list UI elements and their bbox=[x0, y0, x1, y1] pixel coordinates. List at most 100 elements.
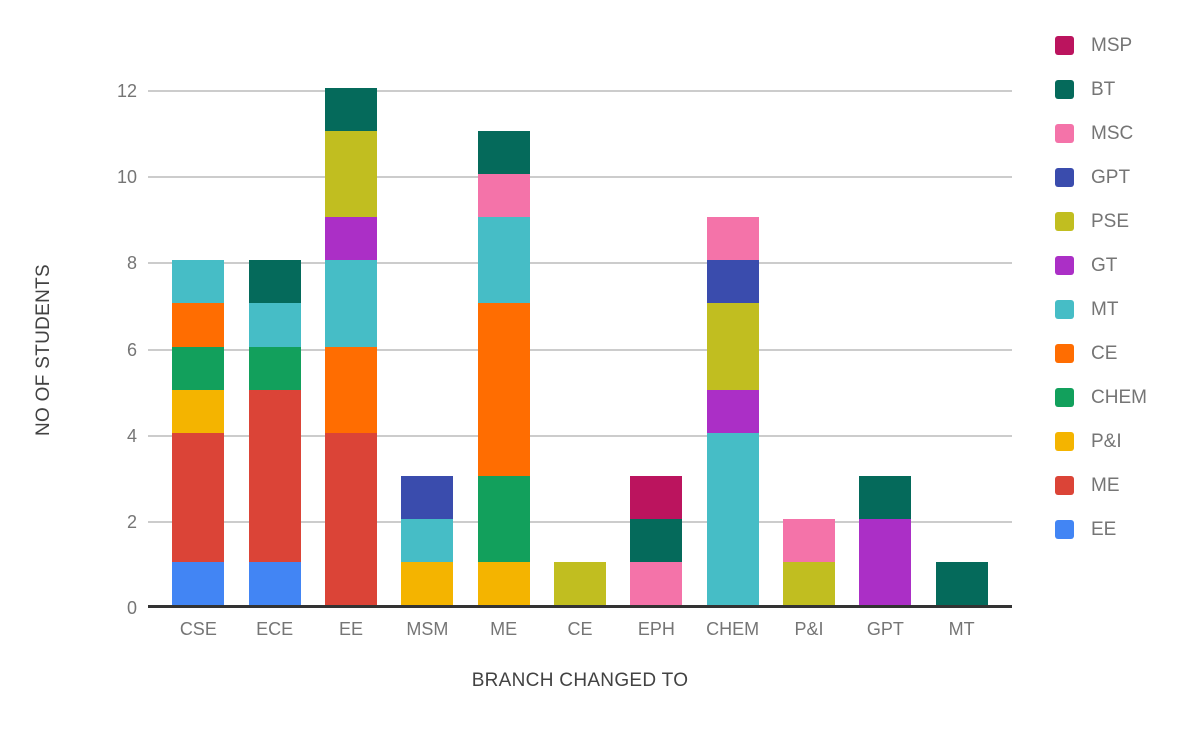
bar-segment-ME-CE[interactable] bbox=[477, 303, 530, 476]
gridline-4 bbox=[148, 434, 1012, 437]
bar-segment-MSM-P&I[interactable] bbox=[401, 561, 454, 605]
x-tick-label-GPT: GPT bbox=[866, 619, 904, 639]
bar-segment-CSE-ME[interactable] bbox=[172, 432, 225, 562]
bar-segment-CHEM-MSC[interactable] bbox=[706, 217, 759, 261]
bar-segment-ME-BT[interactable] bbox=[477, 131, 530, 175]
y-tick-label-8: 8 bbox=[126, 253, 137, 274]
legend-item-EE[interactable]: EE bbox=[1055, 518, 1147, 540]
bar-segment-EPH-MSP[interactable] bbox=[630, 475, 683, 519]
bar-segment-EE-GT[interactable] bbox=[325, 217, 377, 261]
bar-segment-EPH-MSC[interactable] bbox=[630, 561, 683, 605]
legend-swatch-icon bbox=[1055, 388, 1074, 407]
bar-segment-GPT-BT[interactable] bbox=[859, 475, 912, 519]
bar-segment-EE-BT[interactable] bbox=[325, 88, 377, 132]
bar-segment-CSE-CE[interactable] bbox=[172, 303, 225, 347]
x-tick-label-CE: CE bbox=[567, 619, 593, 639]
legend-swatch-icon bbox=[1055, 124, 1074, 143]
x-tick-label-ME: ME bbox=[490, 619, 518, 639]
legend-swatch-icon bbox=[1055, 344, 1074, 363]
legend-item-ME[interactable]: ME bbox=[1055, 474, 1147, 496]
bar-segment-CHEM-GT[interactable] bbox=[706, 389, 759, 433]
legend-label: BT bbox=[1091, 78, 1116, 100]
x-tick-label-P&I: P&I bbox=[794, 619, 824, 639]
bar-ME[interactable] bbox=[477, 131, 530, 605]
bar-segment-P&I-PSE[interactable] bbox=[783, 561, 835, 605]
legend-label: PSE bbox=[1091, 210, 1130, 232]
bar-segment-ECE-EE[interactable] bbox=[248, 561, 301, 605]
bar-segment-ECE-ME[interactable] bbox=[248, 389, 301, 562]
bar-segment-EE-MT[interactable] bbox=[325, 260, 377, 347]
legend-item-MSP[interactable]: MSP bbox=[1055, 34, 1147, 56]
legend-item-PSE[interactable]: PSE bbox=[1055, 210, 1147, 232]
bar-CE[interactable] bbox=[554, 561, 606, 605]
bar-segment-EE-PSE[interactable] bbox=[325, 131, 377, 218]
bar-segment-ME-P&I[interactable] bbox=[477, 561, 530, 605]
bar-EE[interactable] bbox=[325, 88, 377, 605]
bar-segment-CHEM-GPT[interactable] bbox=[706, 260, 759, 304]
bar-P&I[interactable] bbox=[783, 518, 835, 605]
bar-segment-MT-BT[interactable] bbox=[935, 561, 988, 605]
bar-segment-ECE-CHEM[interactable] bbox=[248, 346, 301, 390]
bar-CHEM[interactable] bbox=[706, 217, 759, 605]
bar-segment-MSM-GPT[interactable] bbox=[401, 475, 454, 519]
x-tick-label-EPH: EPH bbox=[637, 619, 675, 639]
legend-swatch-icon bbox=[1055, 476, 1074, 495]
legend-item-CHEM[interactable]: CHEM bbox=[1055, 387, 1147, 408]
legend-label: GPT bbox=[1091, 166, 1131, 188]
bar-segment-CHEM-PSE[interactable] bbox=[706, 303, 759, 390]
y-tick-label-6: 6 bbox=[126, 339, 137, 360]
legend: MSP BT MSC GPT PSE GT MT CE CHEM P&I ME EE bbox=[1055, 34, 1147, 540]
bar-EPH[interactable] bbox=[630, 475, 683, 605]
legend-label: P&I bbox=[1091, 430, 1122, 452]
bar-segment-EE-CE[interactable] bbox=[325, 346, 377, 433]
y-tick-label-12: 12 bbox=[116, 81, 137, 101]
bar-segment-ECE-BT[interactable] bbox=[248, 260, 301, 304]
bar-segment-EE-ME[interactable] bbox=[325, 432, 377, 605]
x-axis-title: BRANCH CHANGED TO bbox=[471, 670, 689, 691]
legend-label: EE bbox=[1091, 518, 1117, 540]
legend-item-GT[interactable]: GT bbox=[1055, 254, 1147, 276]
bar-segment-CSE-P&I[interactable] bbox=[172, 389, 225, 433]
gridline-6 bbox=[148, 348, 1012, 351]
bar-GPT[interactable] bbox=[859, 475, 912, 605]
legend-label: MT bbox=[1091, 298, 1119, 320]
legend-item-CE[interactable]: CE bbox=[1055, 342, 1147, 364]
bar-segment-CSE-CHEM[interactable] bbox=[172, 346, 225, 390]
bar-segment-ME-MSC[interactable] bbox=[477, 174, 530, 218]
legend-item-MT[interactable]: MT bbox=[1055, 298, 1147, 320]
legend-label: CE bbox=[1091, 342, 1118, 364]
bar-segment-P&I-MSC[interactable] bbox=[783, 518, 835, 562]
bar-CSE[interactable] bbox=[172, 260, 225, 605]
bar-segment-MSM-MT[interactable] bbox=[401, 518, 454, 562]
legend-item-BT[interactable]: BT bbox=[1055, 78, 1147, 100]
legend-label: ME bbox=[1091, 474, 1120, 496]
bar-segment-CSE-EE[interactable] bbox=[172, 561, 225, 605]
legend-swatch-icon bbox=[1055, 256, 1074, 275]
x-tick-label-EE: EE bbox=[338, 619, 363, 639]
legend-swatch-icon bbox=[1055, 520, 1074, 539]
y-tick-label-10: 10 bbox=[116, 167, 137, 188]
legend-item-GPT[interactable]: GPT bbox=[1055, 166, 1147, 188]
bar-MT[interactable] bbox=[935, 561, 988, 605]
bar-segment-ECE-MT[interactable] bbox=[248, 303, 301, 347]
gridline-8 bbox=[148, 262, 1012, 265]
y-axis-tick-labels: 0 2 4 6 8 10 12 bbox=[0, 0, 137, 742]
y-tick-label-2: 2 bbox=[126, 511, 137, 532]
bar-segment-EPH-BT[interactable] bbox=[630, 518, 683, 562]
legend-swatch-icon bbox=[1055, 168, 1074, 187]
bar-MSM[interactable] bbox=[401, 475, 454, 605]
legend-item-MSC[interactable]: MSC bbox=[1055, 123, 1147, 144]
legend-item-P&I[interactable]: P&I bbox=[1055, 430, 1147, 452]
bar-segment-GPT-GT[interactable] bbox=[859, 518, 912, 605]
legend-label: GT bbox=[1091, 254, 1118, 276]
bar-segment-CE-PSE[interactable] bbox=[554, 561, 606, 605]
bar-segment-CHEM-MT[interactable] bbox=[706, 432, 759, 605]
bar-segment-ME-CHEM[interactable] bbox=[477, 475, 530, 562]
bar-ECE[interactable] bbox=[248, 260, 301, 605]
bar-segment-CSE-MT[interactable] bbox=[172, 260, 225, 304]
bar-segment-ME-MT[interactable] bbox=[477, 217, 530, 304]
x-tick-label-CSE: CSE bbox=[179, 619, 217, 639]
legend-label: MSP bbox=[1091, 34, 1133, 56]
legend-swatch-icon bbox=[1055, 212, 1074, 231]
